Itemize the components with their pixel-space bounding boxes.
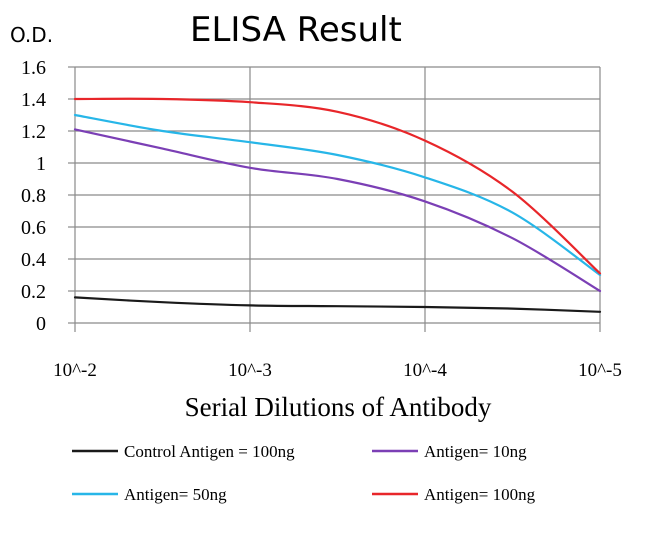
legend-label-0: Control Antigen = 100ng bbox=[124, 442, 295, 461]
legend: Control Antigen = 100ng Antigen= 10ng Anti… bbox=[72, 442, 536, 504]
y-tick-label: 0.2 bbox=[21, 281, 46, 303]
grid-layer bbox=[68, 66, 601, 332]
x-tick-labels: 10^-2 10^-3 10^-4 10^-5 bbox=[53, 360, 622, 381]
y-tick-label: 1 bbox=[36, 153, 46, 175]
y-tick-label: 1.2 bbox=[21, 121, 46, 143]
y-tick-labels: 0 0.2 0.4 0.6 0.8 1 1.2 1.4 1.6 bbox=[21, 57, 46, 335]
chart-title: ELISA Result bbox=[190, 10, 402, 50]
x-tick-label: 10^-3 bbox=[228, 360, 272, 381]
x-tick-label: 10^-4 bbox=[403, 360, 447, 381]
legend-label-3: Antigen= 100ng bbox=[424, 485, 536, 504]
x-tick-label: 10^-2 bbox=[53, 360, 97, 381]
legend-label-2: Antigen= 50ng bbox=[124, 485, 227, 504]
y-tick-label: 0 bbox=[36, 313, 46, 335]
y-tick-label: 1.6 bbox=[21, 57, 46, 79]
series-line-3 bbox=[73, 97, 602, 275]
x-tick-label: 10^-5 bbox=[578, 360, 622, 381]
y-tick-label: 0.8 bbox=[21, 185, 46, 207]
series-lines bbox=[73, 97, 602, 313]
y-tick-label: 0.4 bbox=[21, 249, 46, 271]
y-axis-label: O.D. bbox=[10, 23, 53, 47]
x-axis-label: Serial Dilutions of Antibody bbox=[185, 392, 492, 422]
series-line-0 bbox=[73, 296, 602, 313]
series-line-1 bbox=[73, 128, 602, 293]
y-tick-label: 1.4 bbox=[21, 89, 46, 111]
series-line-2 bbox=[73, 113, 602, 277]
legend-label-1: Antigen= 10ng bbox=[424, 442, 527, 461]
y-tick-label: 0.6 bbox=[21, 217, 46, 239]
